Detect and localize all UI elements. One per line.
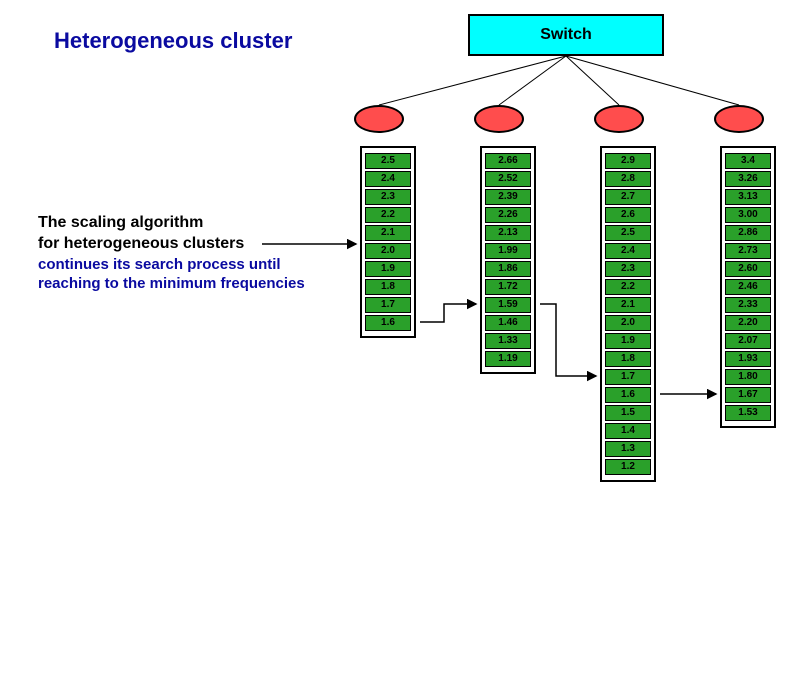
annot-line-4: reaching to the minimum frequencies [38, 274, 305, 294]
frequency-cell: 2.33 [725, 297, 771, 313]
frequency-cell: 3.00 [725, 207, 771, 223]
node-ellipse [354, 105, 404, 133]
frequency-cell: 2.8 [605, 171, 651, 187]
frequency-cell: 2.3 [365, 189, 411, 205]
frequency-cell: 3.13 [725, 189, 771, 205]
annot-line-2: for heterogeneous clusters [38, 234, 305, 255]
frequency-cell: 2.0 [605, 315, 651, 331]
frequency-column: 2.66 2.52 2.39 2.26 2.13 1.99 1.86 1.72 1.59 1.46… [480, 146, 536, 374]
frequency-cell: 1.6 [605, 387, 651, 403]
annot-line-1: The scaling algorithm [38, 213, 305, 234]
frequency-cell: 2.73 [725, 243, 771, 259]
annotation-text: The scaling algorithm for heterogeneous … [38, 213, 305, 294]
frequency-cell: 1.8 [605, 351, 651, 367]
frequency-cell: 1.99 [485, 243, 531, 259]
frequency-cell: 1.9 [605, 333, 651, 349]
frequency-cell: 2.52 [485, 171, 531, 187]
frequency-column: 2.5 2.4 2.3 2.2 2.1 2.0 1.9 1.8 1.7 1.6 [360, 146, 416, 338]
frequency-cell: 2.4 [605, 243, 651, 259]
frequency-cell: 1.19 [485, 351, 531, 367]
frequency-cell: 2.1 [605, 297, 651, 313]
switch-label: Switch [540, 26, 592, 44]
frequency-cell: 1.4 [605, 423, 651, 439]
frequency-cell: 2.4 [365, 171, 411, 187]
frequency-cell: 1.72 [485, 279, 531, 295]
frequency-cell: 2.6 [605, 207, 651, 223]
frequency-cell: 2.2 [365, 207, 411, 223]
frequency-cell: 2.46 [725, 279, 771, 295]
diagram-title: Heterogeneous cluster [54, 28, 292, 54]
frequency-column: 2.9 2.8 2.7 2.6 2.5 2.4 2.3 2.2 2.1 2.0 1.9 1.8 1.7 1… [600, 146, 656, 482]
frequency-cell: 2.07 [725, 333, 771, 349]
frequency-cell: 1.5 [605, 405, 651, 421]
node-ellipse [474, 105, 524, 133]
frequency-cell: 2.20 [725, 315, 771, 331]
frequency-cell: 1.3 [605, 441, 651, 457]
frequency-cell: 2.60 [725, 261, 771, 277]
frequency-cell: 2.5 [605, 225, 651, 241]
frequency-cell: 2.66 [485, 153, 531, 169]
frequency-cell: 1.33 [485, 333, 531, 349]
frequency-cell: 1.80 [725, 369, 771, 385]
frequency-cell: 1.8 [365, 279, 411, 295]
frequency-cell: 1.86 [485, 261, 531, 277]
frequency-cell: 2.1 [365, 225, 411, 241]
frequency-cell: 1.6 [365, 315, 411, 331]
frequency-cell: 1.2 [605, 459, 651, 475]
frequency-cell: 3.26 [725, 171, 771, 187]
frequency-cell: 3.4 [725, 153, 771, 169]
connector-lines [0, 0, 800, 698]
frequency-cell: 2.5 [365, 153, 411, 169]
frequency-column: 3.4 3.26 3.13 3.00 2.86 2.73 2.60 2.46 2.33 2.20 2… [720, 146, 776, 428]
frequency-cell: 1.46 [485, 315, 531, 331]
node-ellipse [714, 105, 764, 133]
frequency-cell: 1.7 [365, 297, 411, 313]
frequency-cell: 1.9 [365, 261, 411, 277]
frequency-cell: 2.3 [605, 261, 651, 277]
node-ellipse [594, 105, 644, 133]
frequency-cell: 1.53 [725, 405, 771, 421]
frequency-cell: 2.0 [365, 243, 411, 259]
annot-line-3: continues its search process until [38, 255, 305, 275]
frequency-cell: 2.7 [605, 189, 651, 205]
frequency-cell: 2.9 [605, 153, 651, 169]
frequency-cell: 2.39 [485, 189, 531, 205]
frequency-cell: 1.7 [605, 369, 651, 385]
switch-node: Switch [468, 14, 664, 56]
frequency-cell: 1.67 [725, 387, 771, 403]
frequency-cell: 2.86 [725, 225, 771, 241]
frequency-cell: 2.26 [485, 207, 531, 223]
frequency-cell: 2.13 [485, 225, 531, 241]
frequency-cell: 1.59 [485, 297, 531, 313]
frequency-cell: 2.2 [605, 279, 651, 295]
frequency-cell: 1.93 [725, 351, 771, 367]
